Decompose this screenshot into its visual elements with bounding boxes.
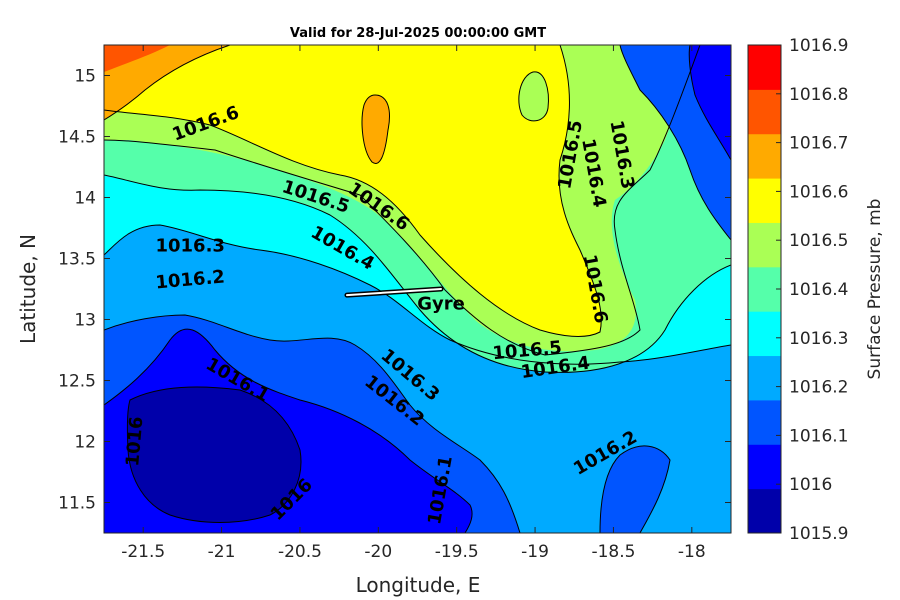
colorbar-tick-label: 1016.2 — [789, 378, 848, 398]
gyre-marker: Gyre — [344, 286, 465, 315]
contour-label: 1016.3 — [155, 235, 224, 256]
gyre-track-center — [345, 288, 443, 297]
colorbar-tick-label: 1016.3 — [789, 329, 848, 349]
plot-area: 1016.61016.51016.61016.41016.31016.21016… — [104, 45, 731, 533]
contour-lines — [104, 45, 731, 533]
colorbar-tick-label: 1016 — [789, 475, 832, 495]
x-tick-label: -19 — [521, 542, 549, 562]
y-tick-label: 11.5 — [58, 494, 96, 514]
contour-label: 1016 — [122, 416, 147, 468]
gyre-label: Gyre — [417, 294, 465, 315]
y-tick-label: 13.5 — [58, 250, 96, 270]
x-tick-label: -18.5 — [591, 542, 635, 562]
y-axis: 11.5 12 12.5 13 13.5 14 14.5 15 — [58, 67, 731, 514]
colorbar-segment — [748, 133, 781, 179]
fill-level-1016.1-se — [600, 445, 670, 533]
x-tick-label: -21.5 — [121, 542, 165, 562]
colorbar-tick-label: 1016.1 — [789, 426, 848, 446]
plot-frame — [103, 44, 732, 534]
x-axis-label: Longitude, E — [356, 573, 481, 597]
colorbar-tick-label: 1015.9 — [789, 524, 848, 544]
colorbar-segment — [748, 355, 781, 401]
fill-level-1016.7-island — [362, 95, 390, 164]
x-tick-label: -20 — [364, 542, 392, 562]
x-tick-label: -20.5 — [278, 542, 322, 562]
colorbar-segment — [748, 488, 781, 534]
colorbar-label: Surface Pressure, mb — [865, 199, 885, 380]
colorbar-segment — [748, 266, 781, 312]
colorbar-segment — [748, 222, 781, 268]
colorbar-segment — [748, 311, 781, 357]
fill-level-1016.8 — [104, 45, 170, 72]
colorbar-tick-label: 1016.6 — [789, 182, 848, 202]
y-tick-label: 14 — [74, 189, 96, 209]
fill-level-1015.9 — [127, 387, 301, 523]
y-tick-label: 13 — [74, 311, 96, 331]
x-tick-label: -18 — [678, 542, 706, 562]
y-tick-label: 12 — [74, 433, 96, 453]
colorbar: 1015.9 1016 1016.1 1016.2 1016.3 1016.4 1016.5… — [747, 36, 848, 544]
chart-title: Valid for 28-Jul-2025 00:00:00 GMT — [290, 26, 546, 41]
y-tick-label: 14.5 — [58, 128, 96, 148]
colorbar-tick-label: 1016.4 — [789, 280, 848, 300]
x-tick-label: -21 — [208, 542, 236, 562]
fill-level-1016.6 — [104, 45, 602, 337]
x-tick-label: -19.5 — [435, 542, 479, 562]
y-tick-label: 12.5 — [58, 372, 96, 392]
x-axis: -21.5 -21 -20.5 -20 -19.5 -19 -18.5 -18 — [121, 45, 706, 562]
fill-level-1016.0-right — [689, 45, 731, 160]
colorbar-segment — [748, 399, 781, 445]
fill-level-1016.5-island — [518, 71, 549, 121]
colorbar-segment — [748, 178, 781, 223]
colorbar-tick-label: 1016.7 — [789, 134, 848, 154]
colorbar-tick-label: 1016.5 — [789, 231, 848, 251]
y-axis-label: Latitude, N — [16, 234, 40, 344]
colorbar-tick-label: 1016.9 — [789, 36, 848, 56]
fill-level-1016.7 — [104, 45, 230, 120]
colorbar-segment — [748, 89, 781, 135]
colorbar-tick-label: 1016.8 — [789, 85, 848, 105]
colorbar-segment — [748, 444, 781, 490]
colorbar-segment — [748, 45, 781, 90]
y-tick-label: 15 — [74, 67, 96, 87]
